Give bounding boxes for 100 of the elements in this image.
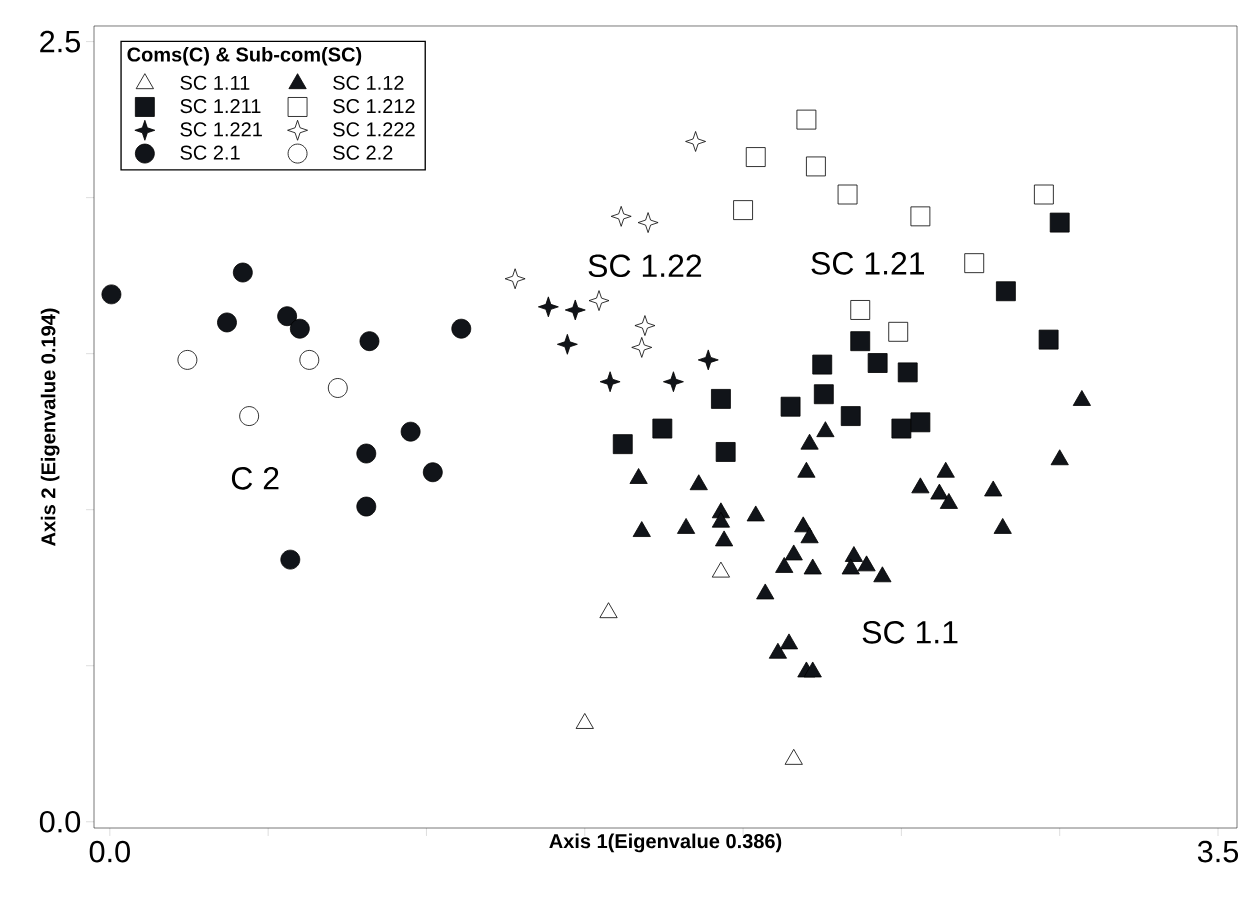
- y-tick-label: 2.5: [40, 30, 80, 53]
- legend-label: SC 1.221: [180, 122, 262, 137]
- point: [939, 493, 958, 509]
- point: [239, 406, 260, 426]
- point: [803, 558, 822, 575]
- point: [556, 333, 578, 355]
- point: [800, 527, 819, 544]
- point: [784, 748, 803, 765]
- point: [733, 200, 753, 221]
- point: [677, 518, 696, 534]
- point: [857, 555, 876, 572]
- point: [422, 462, 443, 483]
- legend-label: SC 1.11: [180, 75, 250, 90]
- point: [359, 331, 380, 352]
- point: [697, 349, 719, 371]
- annotation: SC 1.1: [862, 620, 958, 644]
- point: [910, 412, 931, 433]
- legend-label: SC 1.12: [333, 75, 404, 90]
- point: [610, 205, 632, 227]
- annotation: SC 1.22: [588, 254, 702, 278]
- point: [888, 321, 909, 342]
- point: [711, 511, 730, 528]
- legend-label: SC 1.222: [333, 122, 415, 137]
- point: [891, 418, 912, 439]
- point: [841, 558, 860, 575]
- point: [504, 268, 526, 290]
- legend-label: SC 1.212: [333, 98, 415, 114]
- point: [873, 566, 892, 583]
- point: [911, 477, 930, 494]
- point: [797, 461, 816, 478]
- point: [537, 296, 559, 318]
- point: [745, 147, 766, 167]
- legend-label: SC 2.2: [333, 145, 393, 160]
- point: [813, 384, 834, 405]
- point: [356, 443, 377, 464]
- point: [993, 518, 1012, 534]
- point: [663, 371, 684, 393]
- point: [1033, 184, 1054, 205]
- point: [232, 262, 253, 283]
- point: [796, 109, 817, 130]
- point: [217, 312, 237, 333]
- point: [177, 350, 198, 370]
- point: [689, 474, 708, 491]
- point: [1050, 449, 1069, 466]
- point: [984, 480, 1003, 497]
- point: [784, 544, 803, 561]
- point: [327, 378, 348, 398]
- point: [451, 318, 472, 339]
- point: [101, 284, 122, 305]
- point: [837, 184, 858, 205]
- point: [850, 331, 871, 352]
- point: [964, 253, 985, 274]
- point: [779, 633, 799, 650]
- point: [715, 530, 734, 547]
- point: [850, 300, 871, 320]
- point: [844, 546, 863, 562]
- point: [756, 583, 775, 600]
- point: [564, 299, 586, 321]
- point: [637, 212, 659, 233]
- point: [768, 642, 787, 659]
- point: [631, 337, 653, 358]
- point: [930, 483, 949, 500]
- point: [936, 461, 955, 478]
- point: [652, 418, 673, 439]
- point: [299, 350, 320, 370]
- point: [575, 713, 594, 729]
- legend-label: SC 2.1: [180, 145, 240, 160]
- legend-title: Coms(C) & Sub-com(SC): [127, 46, 362, 66]
- point: [816, 421, 835, 438]
- point: [775, 557, 794, 573]
- point: [1038, 329, 1059, 350]
- point: [800, 433, 819, 450]
- point: [634, 315, 656, 336]
- x-tick-label: 3.5: [1197, 840, 1239, 863]
- point: [1072, 390, 1091, 406]
- point: [356, 496, 377, 517]
- point: [280, 549, 301, 570]
- point: [400, 421, 421, 442]
- point: [612, 434, 633, 455]
- point: [867, 353, 888, 373]
- legend-label: SC 1.211: [180, 98, 261, 114]
- point: [897, 362, 918, 383]
- point: [715, 442, 736, 462]
- point: [746, 505, 765, 522]
- point: [599, 602, 618, 619]
- point: [277, 306, 298, 327]
- annotation: SC 1.21: [811, 252, 925, 275]
- point: [1049, 212, 1070, 233]
- point: [806, 156, 826, 177]
- point: [995, 281, 1016, 302]
- point: [629, 468, 648, 484]
- point: [840, 406, 861, 426]
- point: [289, 318, 310, 339]
- point: [632, 521, 651, 537]
- point: [588, 290, 610, 312]
- point: [685, 131, 706, 152]
- point: [812, 354, 833, 375]
- point: [780, 396, 801, 417]
- point: [711, 389, 731, 409]
- y-axis-title: Axis 2 (Eigenvalue 0.194): [40, 308, 60, 546]
